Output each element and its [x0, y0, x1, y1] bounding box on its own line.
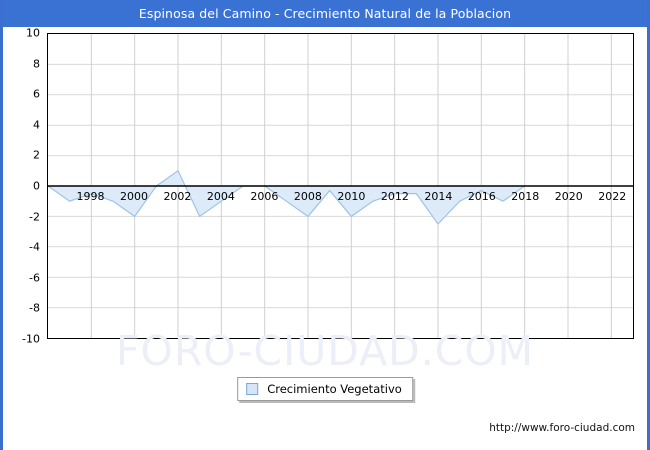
y-tick-label: 6: [33, 87, 40, 101]
title-text: Espinosa del Camino - Crecimiento Natura…: [138, 6, 512, 21]
source-url: http://www.foro-ciudad.com: [489, 422, 635, 434]
chart-legend[interactable]: Crecimiento Vegetativo: [237, 377, 413, 401]
y-tick-label: -4: [29, 240, 40, 254]
plot-area: [47, 33, 634, 339]
series-area-crecimiento-vegetativo: [48, 170, 525, 224]
page-title: Espinosa del Camino - Crecimiento Natura…: [3, 0, 647, 27]
y-axis-tick-labels: 10 8 6 4 2 0 -2 -4 -6 -8 -10: [3, 27, 43, 346]
watermark: FORO-CIUDAD.COM: [115, 327, 535, 375]
legend-label: Crecimiento Vegetativo: [267, 382, 402, 396]
y-tick-label: 0: [33, 179, 40, 193]
chart-canvas: 10 8 6 4 2 0 -2 -4 -6 -8 -10 1998 2000 2002 2004 2006 2…: [3, 27, 647, 450]
y-tick-label: -2: [29, 210, 40, 224]
y-tick-label: -8: [29, 301, 40, 315]
y-tick-label: 10: [26, 26, 40, 40]
y-tick-label: 2: [33, 148, 40, 162]
legend-swatch-icon: [246, 383, 259, 395]
series-line-crecimiento-vegetativo: [48, 169, 526, 225]
y-tick-label: -6: [29, 271, 40, 285]
y-tick-label: -10: [22, 332, 40, 346]
y-tick-label: 4: [33, 118, 40, 132]
series-plot: [48, 34, 633, 338]
y-tick-label: 8: [33, 57, 40, 71]
